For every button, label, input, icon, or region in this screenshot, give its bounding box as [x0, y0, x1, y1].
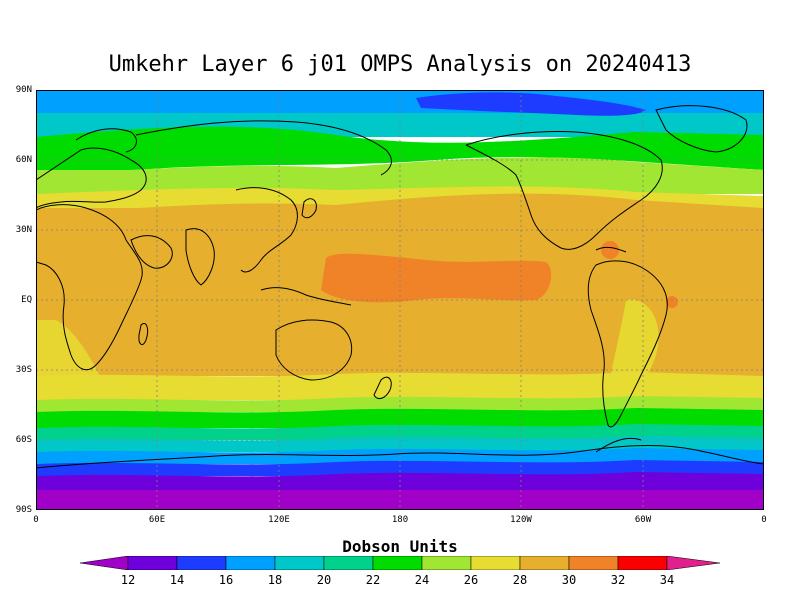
colorbar-swatch-24-26 [421, 556, 472, 570]
colorbar-tick: 24 [414, 573, 430, 587]
band-tropics-top [36, 193, 764, 215]
lat-label-30n: 30N [15, 225, 32, 235]
lat-label-90s: 90S [15, 505, 32, 515]
coast-south-america [587, 260, 668, 428]
lat-label-eq: EQ [21, 295, 32, 305]
lon-label-120e: 120E [268, 515, 290, 525]
core-blob-brazil [666, 296, 678, 308]
colorbar-swatch-12-14 [127, 556, 178, 570]
lon-label-60e: 60E [148, 515, 166, 525]
arctic-low [416, 92, 646, 116]
coast-antarctic-peninsula [595, 437, 642, 453]
colorbar-swatch-28-30 [519, 556, 570, 570]
lon-label-180: 180 [391, 515, 409, 525]
lon-label-0-west: 0 [33, 515, 39, 525]
coast-europe [36, 147, 147, 209]
ozone-map [36, 90, 764, 510]
colorbar-swatch-18-20 [274, 556, 325, 570]
coast-asia-north [135, 120, 392, 176]
map-title: Umkehr Layer 6 j01 OMPS Analysis on 2024… [108, 52, 692, 77]
colorbar-swatch-32-34 [617, 556, 668, 570]
core-band [321, 253, 552, 303]
coast-north-america [465, 131, 663, 250]
coast-madagascar [138, 323, 149, 346]
band-70s-75s [36, 460, 764, 476]
coast-east-asia [235, 187, 298, 273]
core-blob-caribbean [601, 241, 619, 259]
colorbar-swatch-26-28 [470, 556, 521, 570]
colorbar-high-arrow [666, 556, 720, 570]
lon-label-120w: 120W [510, 515, 532, 525]
colorbar [80, 556, 720, 570]
lon-label-60w: 60W [634, 515, 652, 525]
colorbar-tick: 26 [463, 573, 479, 587]
colorbar-swatch-20-22 [323, 556, 374, 570]
coast-india [185, 228, 215, 286]
colorbar-swatch-22-24 [372, 556, 423, 570]
colorbar-swatch-30-32 [568, 556, 619, 570]
coast-scandinavia [75, 128, 137, 153]
coast-se-asia [260, 287, 352, 306]
lat-label-30s: 30S [15, 365, 32, 375]
coastlines [36, 105, 764, 469]
coast-japan [301, 198, 317, 219]
band-40s-45s [36, 396, 764, 412]
coast-caribbean [595, 246, 627, 253]
coast-greenland [655, 105, 748, 153]
colorbar-tick: 18 [267, 573, 283, 587]
colorbar-swatch-14-16 [176, 556, 227, 570]
band-45s-55s [36, 408, 764, 428]
coast-africa [36, 204, 143, 371]
colorbar-tick: 14 [169, 573, 185, 587]
colorbar-units-label: Dobson Units [342, 537, 458, 556]
lat-label-60s: 60S [15, 435, 32, 445]
grid-lines [36, 90, 764, 510]
colorbar-tick: 28 [512, 573, 528, 587]
coast-arabia [130, 235, 173, 269]
colorbar-tick: 32 [610, 573, 626, 587]
land-samerica-yellow [606, 299, 659, 400]
coast-australia [275, 319, 353, 381]
lat-label-90n: 90N [15, 85, 32, 95]
colorbar-tick: 12 [120, 573, 136, 587]
colorbar-tick: 30 [561, 573, 577, 587]
colorbar-tick: 22 [365, 573, 381, 587]
colorbar-tick: 16 [218, 573, 234, 587]
colorbar-low-arrow [80, 556, 129, 570]
lat-label-60n: 60N [15, 155, 32, 165]
colorbar-tick: 20 [316, 573, 332, 587]
map-border [36, 90, 764, 510]
lon-label-0-east: 0 [761, 515, 767, 525]
coast-antarctica [36, 445, 764, 469]
colorbar-tick: 34 [659, 573, 675, 587]
colorbar-swatch-16-18 [225, 556, 276, 570]
coast-new-zealand [373, 376, 392, 400]
